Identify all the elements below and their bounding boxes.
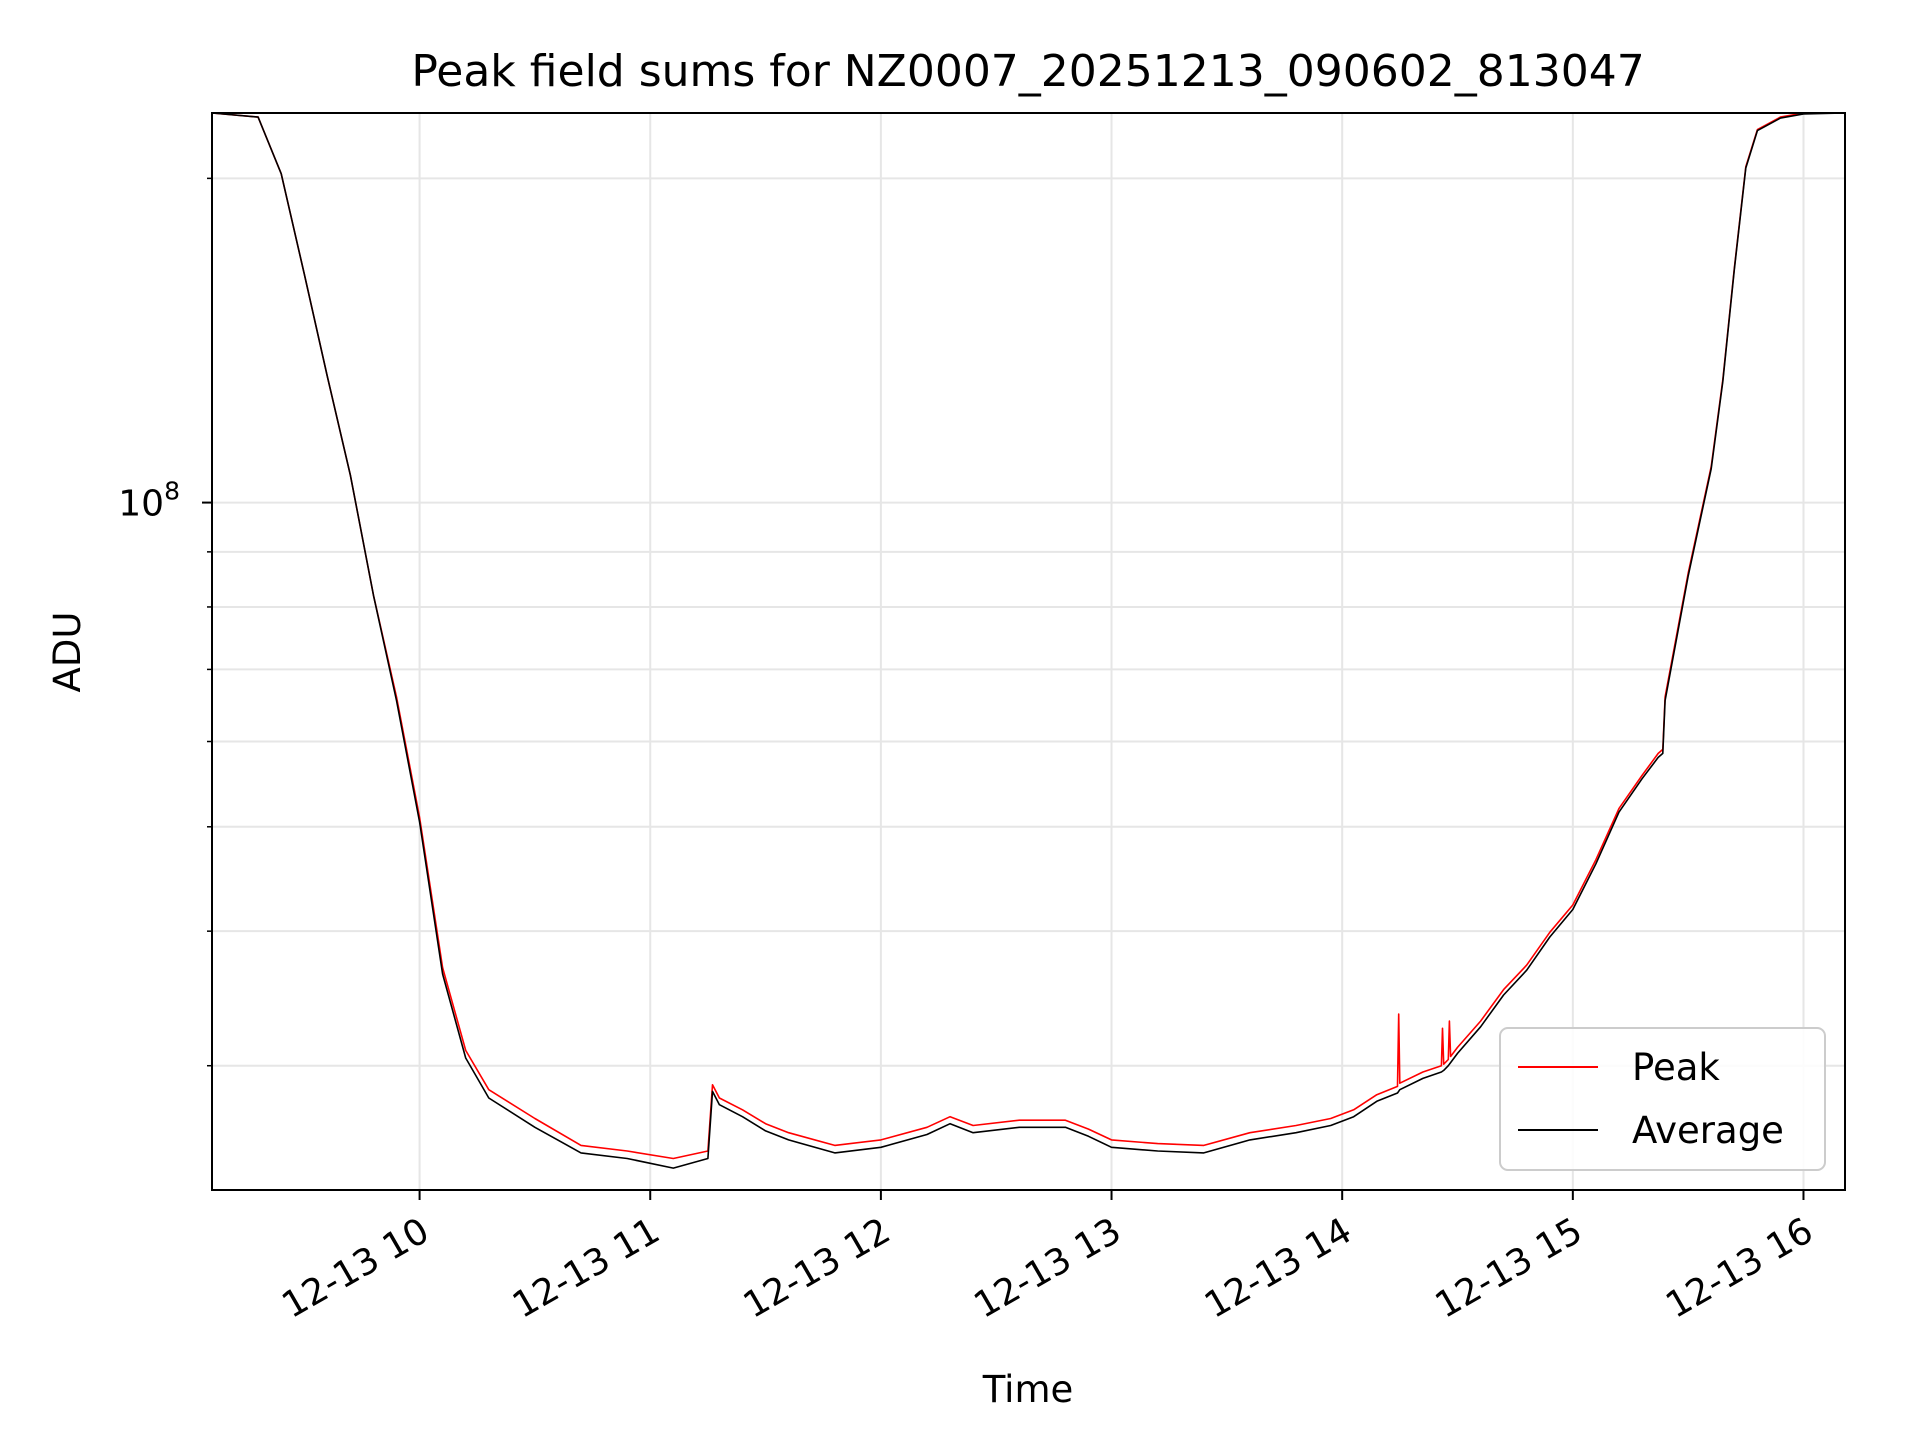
plot-frame [211, 112, 1846, 1191]
series-line-average [211, 112, 1846, 1169]
chart-title: Peak field sums for NZ0007_20251213_0906… [411, 46, 1644, 97]
legend-box [1499, 1027, 1826, 1171]
y-tick-label: 108 [118, 477, 180, 525]
x-axis-label: Time [982, 1368, 1074, 1411]
legend: Peak Average [1499, 1027, 1826, 1171]
series-line-peak [211, 112, 1845, 1160]
series-lines [211, 112, 1846, 1169]
y-axis-label: ADU [46, 612, 89, 693]
legend-average-label: Average [1632, 1109, 1784, 1152]
legend-peak-label: Peak [1632, 1046, 1720, 1089]
grid [212, 113, 1845, 1190]
